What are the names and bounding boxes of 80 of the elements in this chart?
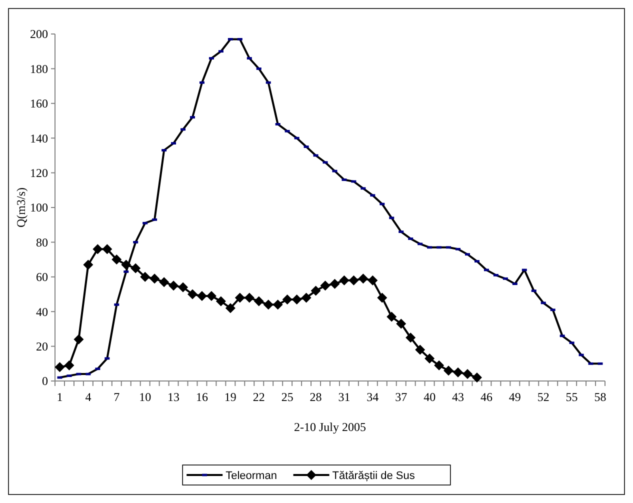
point — [348, 275, 359, 286]
y-tick-label: 120 — [30, 166, 48, 180]
point — [282, 294, 292, 304]
point — [216, 296, 226, 306]
point — [206, 290, 216, 301]
legend-label: Tătărăștii de Sus — [332, 470, 416, 482]
point — [368, 275, 378, 286]
x-tick-label: 10 — [139, 390, 152, 404]
point — [140, 272, 150, 282]
point — [188, 289, 198, 300]
point — [234, 292, 245, 303]
point — [130, 263, 141, 274]
x-tick-label: 28 — [310, 390, 322, 404]
x-tick-label: 46 — [480, 390, 492, 404]
legend-label: Teleorman — [226, 470, 277, 482]
point — [462, 369, 472, 380]
point — [168, 280, 179, 291]
point — [196, 290, 207, 301]
x-tick-label: 58 — [594, 390, 606, 404]
point — [178, 282, 188, 292]
y-tick-label: 100 — [30, 200, 48, 215]
y-tick-label: 160 — [30, 96, 48, 111]
point — [272, 300, 283, 310]
y-tick-label: 40 — [36, 304, 48, 319]
point — [254, 296, 264, 306]
point — [263, 300, 274, 310]
y-tick-label: 20 — [36, 340, 48, 354]
point — [339, 275, 350, 286]
x-tick-label: 13 — [168, 390, 180, 404]
point — [434, 360, 444, 370]
x-tick-label: 4 — [85, 390, 92, 404]
x-tick-label: 40 — [424, 390, 436, 404]
point — [424, 353, 435, 364]
point — [386, 312, 397, 322]
point — [330, 278, 340, 289]
point — [377, 292, 388, 303]
x-tick-label: 52 — [537, 390, 550, 404]
point — [112, 254, 122, 265]
x-tick-label: 31 — [338, 390, 350, 404]
y-tick-label: 60 — [36, 270, 48, 284]
x-tick-label: 1 — [56, 390, 63, 404]
point — [453, 367, 464, 378]
point — [320, 280, 330, 291]
point — [102, 244, 112, 254]
point — [159, 277, 170, 288]
point — [292, 294, 302, 304]
x-tick-label: 43 — [452, 390, 464, 404]
y-axis-title: Q(m3/s) — [14, 188, 28, 228]
x-tick-label: 19 — [224, 390, 236, 404]
point — [406, 332, 416, 343]
point — [415, 344, 426, 355]
x-tick-label: 25 — [281, 390, 294, 404]
x-tick-label: 34 — [366, 390, 379, 404]
point — [358, 274, 368, 284]
y-tick-label: 140 — [30, 131, 48, 146]
x-tick-label: 16 — [196, 390, 208, 404]
point — [244, 292, 254, 303]
x-tick-label: 37 — [395, 390, 408, 404]
y-tick-label: 200 — [30, 27, 48, 42]
point — [83, 260, 94, 270]
point — [225, 303, 236, 314]
point — [301, 292, 312, 303]
point — [150, 274, 160, 284]
y-tick-label: 80 — [36, 235, 48, 250]
point — [121, 260, 132, 270]
point — [64, 360, 74, 370]
point — [54, 362, 65, 372]
x-axis-title: 2-10 July 2005 — [294, 420, 366, 434]
point — [472, 372, 482, 383]
x-tick-label: 49 — [508, 390, 521, 404]
x-tick-label: 55 — [566, 390, 578, 404]
point — [310, 286, 321, 296]
y-tick-label: 0 — [42, 374, 48, 388]
y-tick-label: 180 — [30, 62, 48, 76]
x-tick-label: 7 — [114, 390, 120, 404]
point — [444, 366, 454, 376]
point — [396, 318, 406, 329]
point — [74, 334, 84, 344]
point — [92, 244, 103, 254]
x-tick-label: 22 — [252, 390, 265, 404]
